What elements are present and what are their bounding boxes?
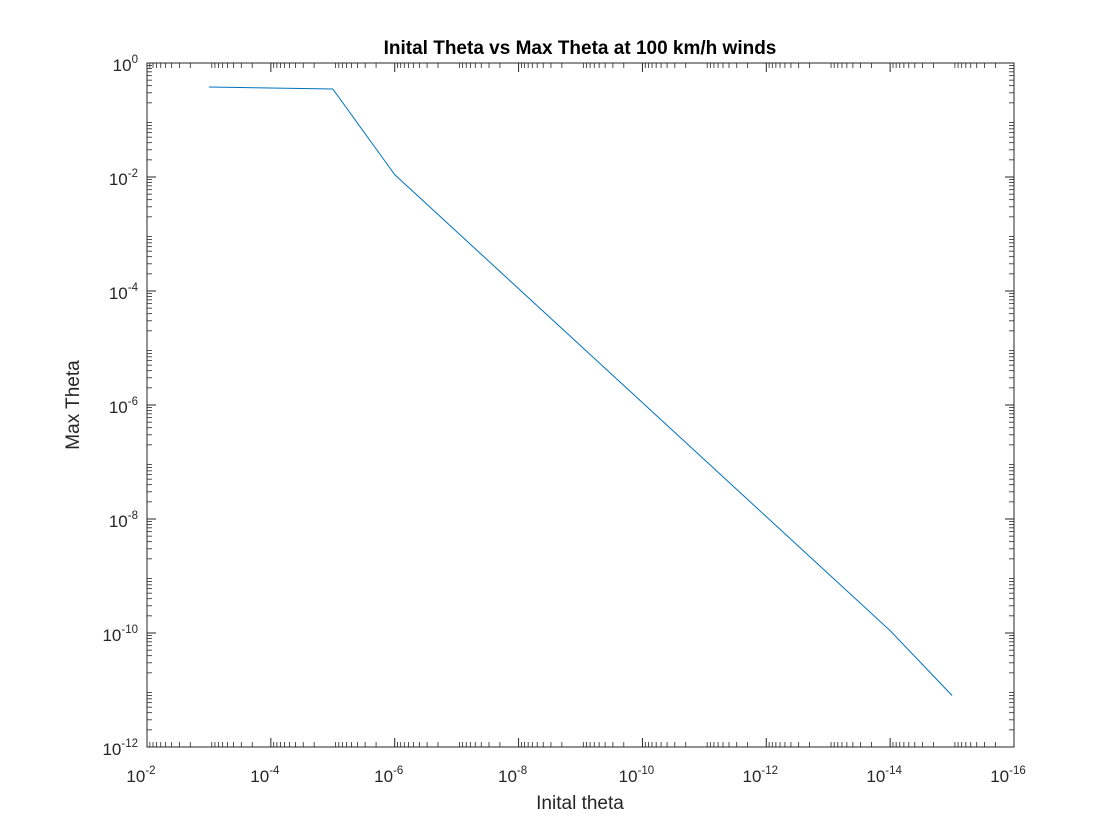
data-point	[889, 629, 892, 632]
minor-ticks	[147, 63, 1014, 747]
data-point	[207, 85, 210, 88]
x-tick-label: 10-16	[990, 765, 1026, 786]
x-tick-label: 10-12	[743, 765, 779, 786]
x-tick-label: 10-14	[866, 765, 902, 786]
y-tick-labels: 100 10-2 10-4 10-6 10-8 10-10 10-12	[102, 54, 138, 759]
data-point	[331, 87, 334, 90]
y-tick-label: 10-12	[102, 738, 138, 759]
y-tick-label: 100	[113, 54, 138, 75]
x-axis-label: Inital theta	[536, 793, 624, 814]
x-tick-label: 10-6	[374, 765, 403, 786]
major-ticks	[146, 62, 1015, 748]
x-tick-label: 10-10	[619, 765, 655, 786]
x-tick-label: 10-2	[126, 765, 155, 786]
x-tick-labels: 10-2 10-4 10-6 10-8 10-10 10-12 10-14 10-16	[126, 765, 1025, 786]
chart-title: Inital Theta vs Max Theta at 100 km/h wi…	[384, 38, 777, 59]
data-point	[951, 694, 954, 697]
x-tick-label: 10-4	[250, 765, 280, 786]
x-tick-label: 10-8	[498, 765, 527, 786]
series-line	[208, 86, 953, 696]
y-tick-label: 10-10	[102, 624, 138, 645]
y-axis-label: Max Theta	[63, 360, 84, 450]
y-tick-label: 10-6	[109, 396, 138, 417]
y-tick-label: 10-2	[109, 168, 138, 189]
plot-area	[146, 62, 1015, 748]
data-point	[393, 173, 396, 176]
y-tick-label: 10-8	[109, 510, 138, 531]
y-tick-label: 10-4	[109, 282, 139, 303]
